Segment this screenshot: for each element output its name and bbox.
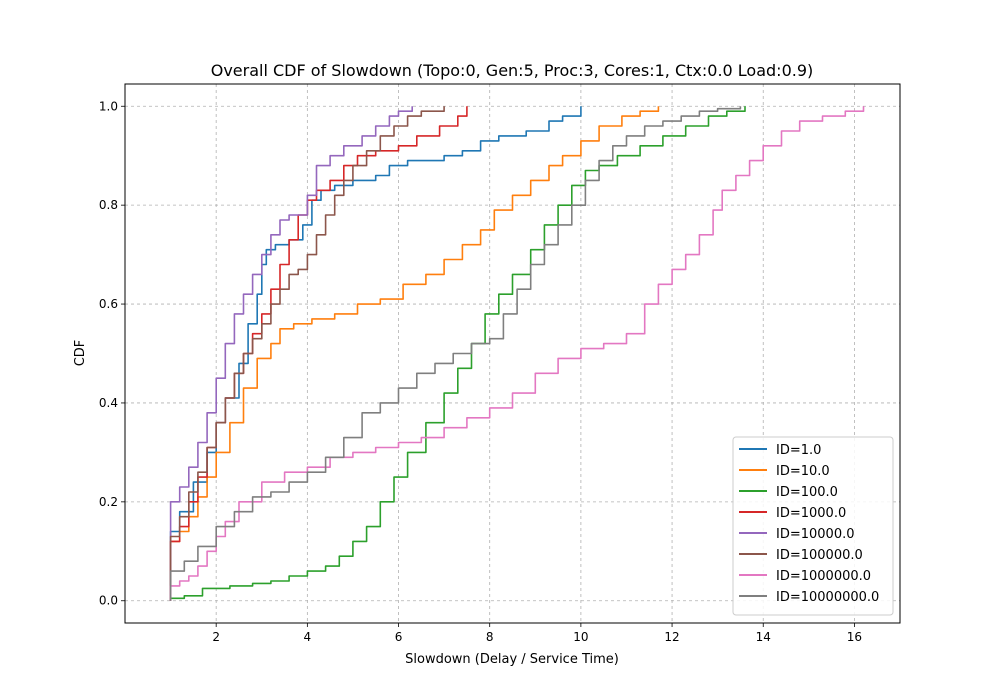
legend-label: ID=1000.0 xyxy=(776,506,846,521)
series-line xyxy=(169,106,445,601)
x-tick-label: 4 xyxy=(304,630,312,644)
y-tick-label: 0.0 xyxy=(99,594,118,608)
legend-label: ID=1.0 xyxy=(776,443,821,458)
legend-label: ID=1000000.0 xyxy=(776,569,871,584)
x-tick-label: 16 xyxy=(847,630,862,644)
x-tick-label: 12 xyxy=(664,630,679,644)
x-tick-label: 14 xyxy=(756,630,771,644)
y-tick-label: 0.2 xyxy=(99,495,118,509)
legend-label: ID=10.0 xyxy=(776,464,830,479)
y-tick-label: 1.0 xyxy=(99,99,118,113)
legend-label: ID=10000.0 xyxy=(776,527,855,542)
y-tick-label: 0.4 xyxy=(99,396,118,410)
x-tick-label: 2 xyxy=(212,630,220,644)
y-tick-label: 0.6 xyxy=(99,297,118,311)
y-axis-label: CDF xyxy=(73,340,88,367)
x-tick-label: 10 xyxy=(573,630,588,644)
x-tick-label: 6 xyxy=(395,630,403,644)
legend-box xyxy=(732,436,894,616)
series-line xyxy=(169,106,660,601)
series-line xyxy=(169,106,742,601)
legend-label: ID=10000000.0 xyxy=(776,590,879,605)
x-tick-label: 8 xyxy=(486,630,494,644)
legend-label: ID=100.0 xyxy=(776,485,838,500)
plot-frame xyxy=(124,83,901,624)
series-line xyxy=(169,106,746,601)
y-tick-label: 0.8 xyxy=(99,198,118,212)
series-line xyxy=(169,106,865,601)
legend-label: ID=100000.0 xyxy=(776,548,863,563)
axis-ticks: 2 4 6 8 10 12 14 16 0.0 0.2 0.4 0.6 0.8 1.0 xyxy=(99,99,862,644)
x-axis-label: Slowdown (Delay / Service Time) xyxy=(405,652,619,667)
series-lines xyxy=(169,106,865,601)
legend: ID=1.0 ID=10.0 ID=100.0 ID=1000.0 ID=10000.0… xyxy=(732,436,894,616)
chart-title: Overall CDF of Slowdown (Topo:0, Gen:5, … xyxy=(211,61,814,80)
series-line xyxy=(169,106,413,601)
